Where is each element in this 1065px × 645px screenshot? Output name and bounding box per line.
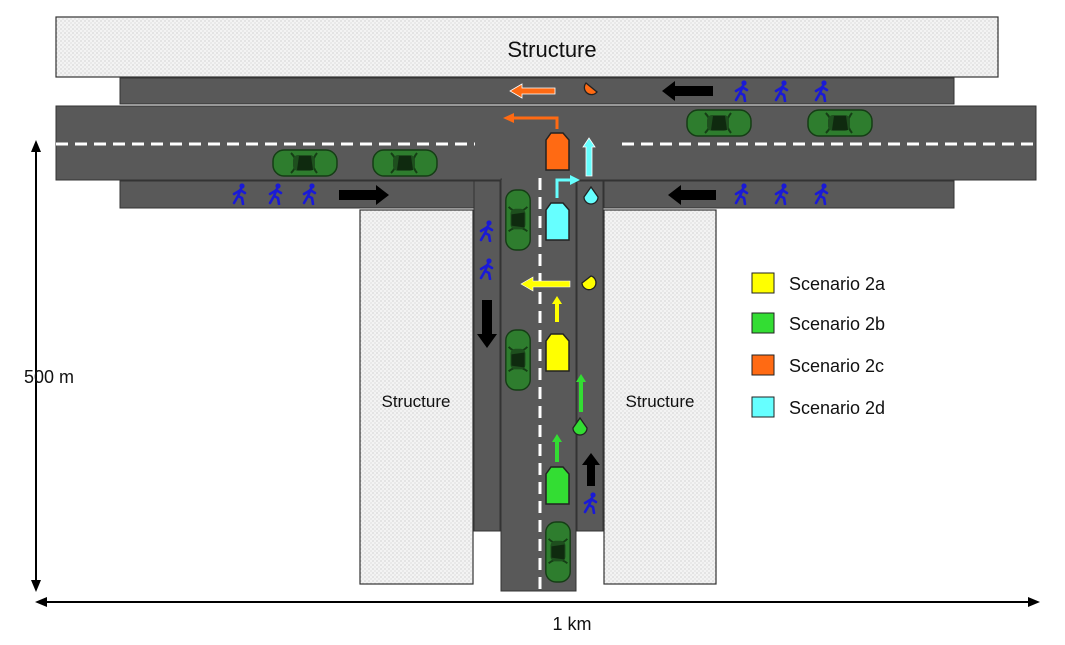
scenario-2c-pin-icon [583, 82, 598, 96]
car [544, 521, 572, 583]
car [686, 109, 752, 137]
scenario-2b-vehicle [545, 466, 570, 505]
legend-label: Scenario 2b [789, 314, 885, 334]
legend-swatch [751, 396, 775, 418]
scenario-2d-vehicle [545, 202, 570, 241]
legend-label: Scenario 2a [789, 274, 886, 294]
legend: Scenario 2a Scenario 2b Scenario 2c Scen… [751, 272, 886, 418]
car [807, 109, 873, 137]
scenario-2d-arrow-icon [582, 137, 596, 177]
horizontal-dimension-label: 1 km [552, 614, 591, 634]
scenario-2a-left-arrow-icon [520, 276, 571, 292]
legend-item-2d: Scenario 2d [751, 396, 885, 418]
scenario-2b-up-arrow-icon [552, 434, 562, 462]
scenario-2c-turn-arrow-icon [512, 116, 559, 129]
scenario-2d-pin-icon [583, 185, 599, 205]
left-structure: Structure [359, 209, 474, 585]
scenario-2a-up-arrow-icon [552, 296, 562, 322]
top-structure: Structure [55, 16, 999, 78]
scenario-2c-vehicle [545, 132, 570, 171]
scenario-2c-arrow-icon [509, 83, 556, 99]
legend-item-2b: Scenario 2b [751, 312, 885, 334]
legend-label: Scenario 2c [789, 356, 884, 376]
scenario-2b-up-arrow-icon [576, 374, 586, 412]
right-structure: Structure [603, 209, 717, 585]
vertical-dimension-label: 500 m [24, 367, 74, 387]
arrow-up-icon [582, 453, 600, 486]
top-structure-label: Structure [507, 37, 596, 62]
legend-item-2c: Scenario 2c [751, 354, 884, 376]
scenario-2b-pin-icon [572, 416, 588, 436]
legend-swatch [751, 272, 775, 294]
car [504, 189, 532, 251]
horizontal-dimension: 1 km [35, 597, 1040, 634]
arrow-right-icon [339, 185, 389, 205]
car [272, 149, 338, 177]
legend-swatch [751, 312, 775, 334]
scenario-2d-turn-arrow-icon [555, 178, 572, 198]
right-structure-label: Structure [626, 392, 695, 411]
legend-swatch [751, 354, 775, 376]
vertical-dimension: 500 m [24, 140, 74, 592]
bottom-right-sidewalk [603, 180, 955, 209]
car [372, 149, 438, 177]
scenario-2a-vehicle [545, 333, 570, 372]
arrow-down-icon [477, 300, 497, 348]
scenario-2a-pin-icon [581, 275, 597, 291]
arrow-left-icon [662, 81, 713, 101]
bottom-left-sidewalk [119, 180, 475, 209]
left-vertical-sidewalk [473, 180, 501, 532]
car [504, 329, 532, 391]
arrow-left-icon [668, 185, 716, 205]
legend-item-2a: Scenario 2a [751, 272, 886, 294]
legend-label: Scenario 2d [789, 398, 885, 418]
left-structure-label: Structure [382, 392, 451, 411]
